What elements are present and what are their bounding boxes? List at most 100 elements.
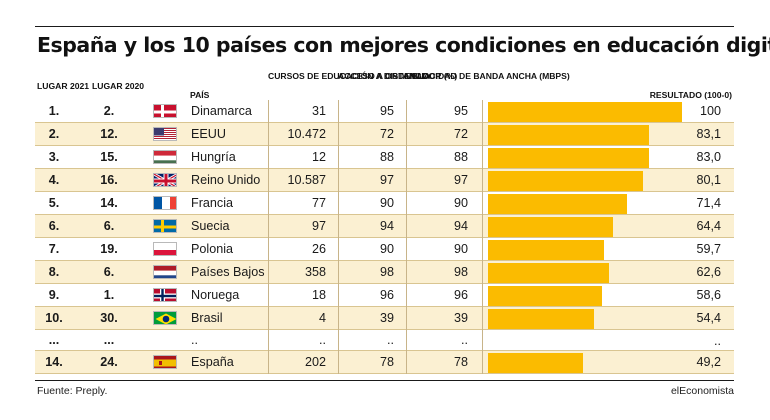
header-acceso: ACCESO A ORDENADOR (%) [338, 71, 458, 81]
access-cell: 78 [379, 355, 394, 369]
result-bar [488, 193, 627, 214]
rank-2021-cell: 7. [48, 242, 60, 256]
rank-2020-cell: 24. [100, 355, 118, 369]
courses-cell: .. [319, 333, 326, 347]
table-row: 14. 24. España 202 78 78 [35, 351, 734, 374]
country-cell: Polonia [191, 242, 234, 256]
result-bar [488, 147, 650, 168]
rank-2021-cell: 9. [48, 288, 60, 302]
access-cell: 90 [379, 196, 394, 210]
access-cell: 96 [379, 288, 394, 302]
country-cell: Dinamarca [191, 104, 252, 118]
rank-2020-cell: 19. [100, 242, 118, 256]
table-row: 5. 14. Francia 77 90 90 [35, 192, 734, 215]
rank-2020-cell: 6. [103, 265, 115, 279]
brazil-flag-icon [153, 311, 177, 325]
usa-flag-icon [153, 127, 177, 141]
courses-cell: 4 [318, 311, 326, 325]
courses-cell: 202 [304, 355, 326, 369]
result-bar [488, 239, 604, 260]
courses-cell: 97 [311, 219, 326, 233]
source-note: Fuente: Preply. [37, 385, 108, 397]
table-row: 1. 2. Dinamarca 31 95 95 [35, 100, 734, 123]
rank-2020-cell: 15. [100, 150, 118, 164]
rank-2021-cell: 10. [45, 311, 63, 325]
result-bar [488, 285, 602, 306]
courses-cell: 31 [311, 104, 326, 118]
result-bar [488, 124, 650, 145]
rank-2021-cell: 1. [48, 104, 60, 118]
speed-cell: 97 [453, 173, 468, 187]
result-bar [488, 352, 584, 373]
country-cell: Países Bajos [191, 265, 265, 279]
column-divider [268, 100, 269, 374]
table-row: 10. 30. Brasil 4 39 39 [35, 307, 734, 330]
rank-2021-cell: ... [48, 333, 60, 347]
result-label: 49,2 [696, 355, 721, 369]
speed-cell: 96 [453, 288, 468, 302]
rank-2020-cell: 6. [103, 219, 115, 233]
rank-2020-cell: 1. [103, 288, 115, 302]
result-bar [488, 262, 610, 283]
chart-title: España y los 10 países con mejores condi… [37, 33, 770, 57]
result-label: 58,6 [696, 288, 721, 302]
column-divider [406, 100, 407, 374]
speed-cell: 94 [453, 219, 468, 233]
access-cell: 95 [379, 104, 394, 118]
speed-cell: .. [461, 333, 468, 347]
courses-cell: 10.587 [287, 173, 326, 187]
header-cursos: CURSOS DE EDUCACIÓN A DISTANCIA [268, 71, 431, 81]
result-label: 64,4 [696, 219, 721, 233]
rank-2020-cell: 12. [100, 127, 118, 141]
top-rule [35, 26, 734, 27]
result-label: 54,4 [696, 311, 721, 325]
speed-cell: 98 [453, 265, 468, 279]
speed-cell: 39 [453, 311, 468, 325]
rank-2020-cell: 2. [103, 104, 115, 118]
table-row: 3. 15. Hungría 12 88 88 [35, 146, 734, 169]
result-bar [488, 308, 594, 329]
rank-2021-cell: 3. [48, 150, 60, 164]
table-row: 8. 6. Países Bajos 358 98 98 [35, 261, 734, 284]
result-bar [488, 170, 644, 191]
speed-cell: 90 [453, 196, 468, 210]
country-cell: Noruega [191, 288, 240, 302]
rank-2021-cell: 5. [48, 196, 60, 210]
poland-flag-icon [153, 242, 177, 256]
rank-2020-cell: 16. [100, 173, 118, 187]
norway-flag-icon [153, 288, 177, 302]
rank-2020-cell: 30. [100, 311, 118, 325]
access-cell: .. [387, 333, 394, 347]
result-label: 62,6 [696, 265, 721, 279]
country-cell: España [191, 355, 234, 369]
bottom-rule [35, 380, 734, 381]
country-cell: EEUU [191, 127, 226, 141]
result-bar [488, 101, 682, 122]
rank-2020-cell: ... [103, 333, 115, 347]
rank-2021-cell: 14. [45, 355, 63, 369]
rank-2021-cell: 4. [48, 173, 60, 187]
result-bar [488, 216, 613, 237]
table-row: 7. 19. Polonia 26 90 90 [35, 238, 734, 261]
result-label: 83,0 [696, 150, 721, 164]
brand-credit: elEconomista [670, 385, 734, 397]
header-lugar-2021: LUGAR 2021 [37, 81, 90, 91]
speed-cell: 90 [453, 242, 468, 256]
country-cell: Brasil [191, 311, 223, 325]
france-flag-icon [153, 196, 177, 210]
header-pais: PAÍS [190, 90, 210, 100]
speed-cell: 78 [453, 355, 468, 369]
sweden-flag-icon [153, 219, 177, 233]
result-label: 59,7 [696, 242, 721, 256]
access-cell: 39 [379, 311, 394, 325]
speed-cell: 88 [453, 150, 468, 164]
access-cell: 88 [379, 150, 394, 164]
access-cell: 98 [379, 265, 394, 279]
table-row: 6. 6. Suecia 97 94 94 [35, 215, 734, 238]
column-divider [482, 100, 483, 374]
ellipsis-row: .............. [35, 330, 734, 351]
country-cell: Francia [191, 196, 233, 210]
courses-cell: 77 [311, 196, 326, 210]
country-cell: .. [191, 333, 198, 347]
courses-cell: 18 [311, 288, 326, 302]
